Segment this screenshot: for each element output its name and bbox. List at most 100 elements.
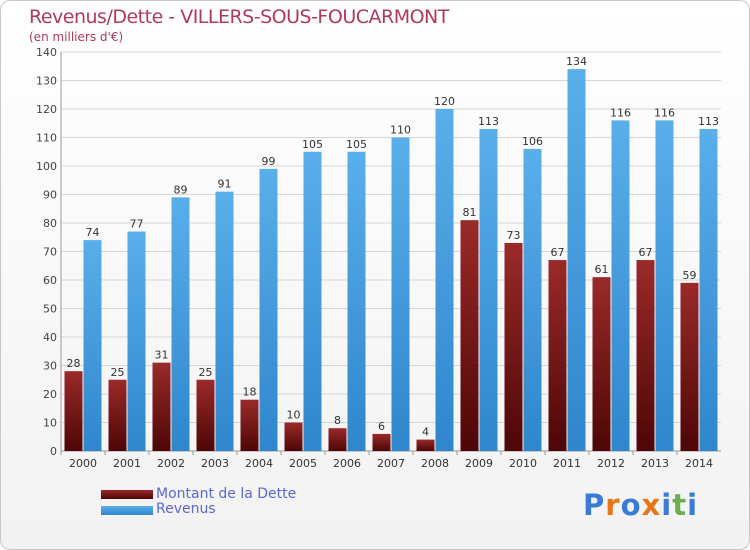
- y-tick-label: 40: [43, 331, 57, 344]
- y-tick-label: 70: [43, 246, 57, 259]
- bar-revenue-2009: [479, 128, 498, 451]
- x-tick-label-2005: 2005: [289, 457, 317, 470]
- bar-debt-2010: [504, 242, 523, 451]
- bar-revenue-2000: [83, 240, 102, 451]
- data-label-debt-2014: 59: [683, 269, 697, 282]
- bar-debt-2012: [592, 277, 611, 451]
- data-label-debt-2006: 8: [334, 414, 341, 427]
- bar-revenue-2001: [127, 231, 146, 451]
- bar-debt-2001: [108, 379, 127, 451]
- bar-revenue-2014: [699, 128, 718, 451]
- x-tick-label-2011: 2011: [553, 457, 581, 470]
- data-label-revenue-2000: 74: [86, 226, 100, 239]
- data-label-revenue-2003: 91: [218, 178, 232, 191]
- bar-revenue-2004: [259, 168, 278, 451]
- y-tick-label: 50: [43, 303, 57, 316]
- data-label-debt-2002: 31: [155, 349, 169, 362]
- x-axis: 2000 2001 2002 2003 2004 2005 2006 2007 2008 2009…: [60, 451, 713, 470]
- y-tick-label: 20: [43, 388, 57, 401]
- data-label-debt-2003: 25: [199, 366, 213, 379]
- bar-debt-2000: [64, 371, 83, 451]
- data-label-revenue-2005: 105: [302, 138, 323, 151]
- bar-debt-2008: [416, 439, 435, 451]
- y-tick-label: 0: [50, 445, 57, 458]
- data-label-debt-2007: 6: [378, 420, 385, 433]
- y-tick-label: 120: [36, 103, 57, 116]
- bar-debt-2006: [328, 428, 347, 451]
- data-label-debt-2005: 10: [287, 409, 301, 422]
- data-label-debt-2009: 81: [463, 206, 477, 219]
- data-label-revenue-2014: 113: [698, 115, 719, 128]
- bar-revenue-2012: [611, 120, 630, 452]
- data-label-revenue-2011: 134: [566, 55, 587, 68]
- bar-revenue-2003: [215, 191, 234, 451]
- bar-debt-2009: [460, 220, 479, 451]
- data-label-debt-2011: 67: [551, 246, 565, 259]
- data-label-debt-2010: 73: [507, 229, 521, 242]
- x-tick-label-2013: 2013: [641, 457, 669, 470]
- chart-title: Revenus/Dette - VILLERS-SOUS-FOUCARMONT: [29, 6, 449, 28]
- bar-debt-2003: [196, 379, 215, 451]
- y-tick-label: 60: [43, 274, 57, 287]
- data-label-debt-2013: 67: [639, 246, 653, 259]
- bar-debt-2014: [680, 282, 699, 451]
- x-tick-label-2008: 2008: [421, 457, 449, 470]
- legend-swatch-debt: [101, 490, 153, 499]
- bar-debt-2007: [372, 433, 391, 451]
- y-tick-label: 30: [43, 360, 57, 373]
- bar-revenue-2010: [523, 148, 542, 451]
- x-tick-label-2002: 2002: [157, 457, 185, 470]
- y-tick-label: 100: [36, 160, 57, 173]
- bar-revenue-2008: [435, 109, 454, 451]
- x-tick-label-2000: 2000: [69, 457, 97, 470]
- x-tick-label-2006: 2006: [333, 457, 361, 470]
- data-label-revenue-2002: 89: [174, 183, 188, 196]
- data-label-debt-2001: 25: [111, 366, 125, 379]
- data-label-revenue-2006: 105: [346, 138, 367, 151]
- x-tick-label-2014: 2014: [685, 457, 713, 470]
- data-label-debt-2004: 18: [243, 386, 257, 399]
- bar-debt-2002: [152, 362, 171, 451]
- x-tick-label-2012: 2012: [597, 457, 625, 470]
- x-tick-label-2010: 2010: [509, 457, 537, 470]
- x-tick-label-2004: 2004: [245, 457, 273, 470]
- bar-revenue-2006: [347, 151, 366, 451]
- x-tick-label-2007: 2007: [377, 457, 405, 470]
- y-tick-label: 10: [43, 417, 57, 430]
- legend-label-revenue: Revenus: [156, 501, 216, 517]
- data-label-debt-2008: 4: [422, 426, 429, 439]
- x-tick-label-2003: 2003: [201, 457, 229, 470]
- data-label-debt-2012: 61: [595, 263, 609, 276]
- data-label-revenue-2010: 106: [522, 135, 543, 148]
- bar-revenue-2007: [391, 137, 410, 451]
- data-label-revenue-2004: 99: [262, 155, 276, 168]
- y-tick-label: 130: [36, 75, 57, 88]
- data-label-revenue-2001: 77: [130, 218, 144, 231]
- chart-subtitle: (en milliers d'€): [29, 30, 124, 44]
- bar-debt-2013: [636, 260, 655, 451]
- data-label-revenue-2007: 110: [390, 124, 411, 137]
- y-tick-label: 110: [36, 132, 57, 145]
- x-tick-label-2001: 2001: [113, 457, 141, 470]
- proxiti-logo: Proxiti: [583, 488, 699, 522]
- data-label-revenue-2009: 113: [478, 115, 499, 128]
- bar-debt-2011: [548, 260, 567, 451]
- y-tick-label: 90: [43, 189, 57, 202]
- data-label-revenue-2008: 120: [434, 95, 455, 108]
- data-label-debt-2000: 28: [67, 357, 81, 370]
- bar-revenue-2005: [303, 151, 322, 451]
- bar-revenue-2002: [171, 197, 190, 451]
- y-tick-label: 80: [43, 217, 57, 230]
- legend-swatch-revenue: [101, 506, 153, 515]
- bar-revenue-2011: [567, 69, 586, 451]
- data-label-revenue-2012: 116: [610, 106, 631, 119]
- bar-debt-2005: [284, 422, 303, 451]
- x-tick-label-2009: 2009: [465, 457, 493, 470]
- bars: 28 74 25 77 31 89 25 91 18 99 10 105 8 105 6 110 4 120 81 1…: [64, 55, 719, 452]
- legend-label-debt: Montant de la Dette: [156, 486, 297, 502]
- bar-revenue-2013: [655, 120, 674, 452]
- data-label-revenue-2013: 116: [654, 106, 675, 119]
- grid: [61, 51, 721, 452]
